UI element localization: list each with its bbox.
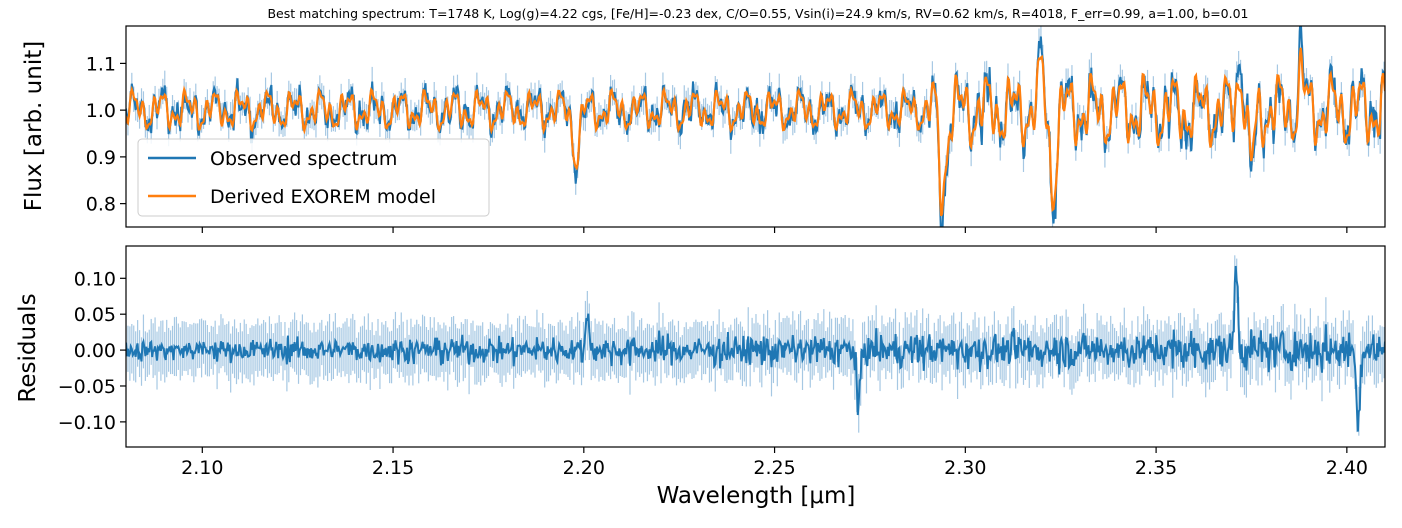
- x-tick-label: 2.40: [1326, 457, 1368, 479]
- residuals-panel: −0.10−0.050.000.050.10 2.10 2.15 2.20 2.25 2…: [15, 245, 1386, 479]
- spectrum-y-axis-label: Flux [arb. unit]: [21, 41, 47, 211]
- x-tick-label: 2.10: [181, 457, 223, 479]
- residuals-y-tick-label: 0.05: [74, 304, 116, 326]
- residuals-x-ticks: 2.10 2.15 2.20 2.25 2.30 2.35 2.40: [181, 447, 1368, 479]
- spectrum-y-tick-label: 0.8: [86, 194, 116, 216]
- spectrum-y-tick-label: 0.9: [86, 147, 116, 169]
- residuals-line: [126, 265, 1385, 432]
- x-tick-label: 2.15: [372, 457, 414, 479]
- residuals-y-tick-label: 0.00: [74, 340, 116, 362]
- residuals-y-tick-label: 0.10: [74, 268, 116, 290]
- legend: Observed spectrum Derived EXOREM model: [137, 138, 490, 217]
- x-tick-label: 2.30: [944, 457, 986, 479]
- chart-title: Best matching spectrum: T=1748 K, Log(g)…: [267, 6, 1248, 21]
- residuals-y-tick-label: −0.05: [58, 376, 116, 398]
- x-tick-label: 2.25: [753, 457, 795, 479]
- legend-observed-label: Observed spectrum: [210, 148, 397, 170]
- spectrum-x-ticks: [201, 227, 1348, 233]
- residuals-y-ticks: −0.10 −0.05 0.00 0.05 0.10: [58, 268, 126, 434]
- residuals-y-tick-label: −0.10: [58, 412, 116, 434]
- spectrum-y-ticks: 0.8 0.9 1.0 1.1: [86, 53, 126, 216]
- x-tick-label: 2.35: [1135, 457, 1177, 479]
- x-axis-label: Wavelength [μm]: [657, 483, 856, 509]
- legend-box: [137, 138, 490, 217]
- spectrum-panel: 0.8 0.9 1.0 1.1 Flux [arb. unit] Observed s…: [21, 25, 1386, 233]
- spectrum-frame: [125, 25, 1386, 228]
- legend-model-label: Derived EXOREM model: [210, 186, 436, 208]
- residuals-y-axis-label: Residuals: [15, 293, 41, 402]
- spectrum-y-tick-label: 1.0: [86, 100, 116, 122]
- model-spectrum-line: [126, 47, 1385, 217]
- residuals-frame: [125, 245, 1386, 448]
- spectrum-y-tick-label: 1.1: [86, 53, 116, 75]
- x-tick-label: 2.20: [563, 457, 605, 479]
